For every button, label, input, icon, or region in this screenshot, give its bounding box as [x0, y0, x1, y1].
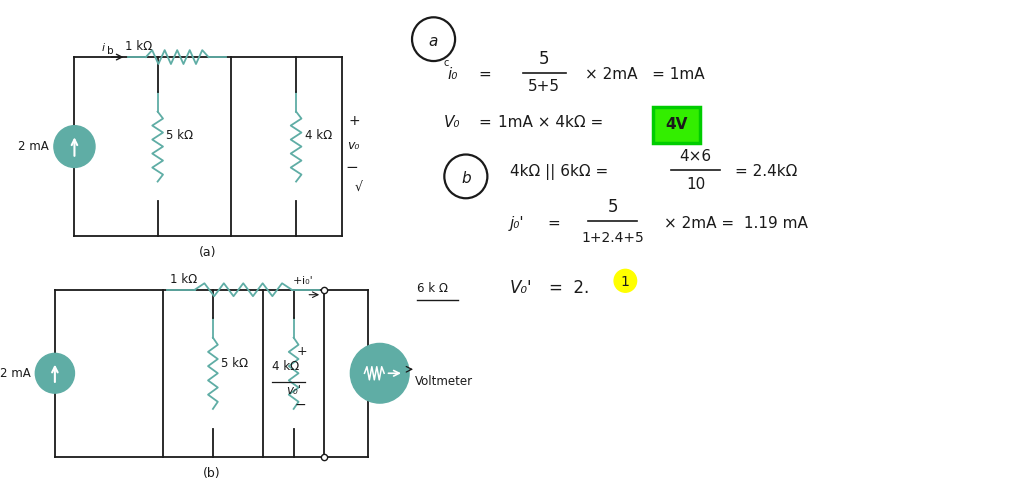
Text: 4×6: 4×6 — [680, 149, 712, 164]
Text: 4kΩ || 6kΩ =: 4kΩ || 6kΩ = — [510, 164, 608, 181]
Text: 2 mA: 2 mA — [18, 140, 49, 153]
Text: × 2mA   = 1mA: × 2mA = 1mA — [586, 67, 705, 82]
Text: 6 k Ω: 6 k Ω — [417, 282, 447, 295]
Text: 4 kΩ: 4 kΩ — [272, 360, 299, 373]
Text: j₀': j₀' — [510, 216, 524, 231]
Circle shape — [614, 269, 637, 292]
Text: 1: 1 — [621, 275, 630, 289]
Text: 10: 10 — [686, 177, 706, 192]
Text: Voltmeter: Voltmeter — [415, 375, 473, 388]
Text: −: − — [295, 398, 306, 412]
Text: 4 kΩ: 4 kΩ — [305, 129, 332, 142]
Text: × 2mA =  1.19 mA: × 2mA = 1.19 mA — [664, 216, 807, 231]
Text: 5: 5 — [539, 50, 550, 68]
Text: 1 kΩ: 1 kΩ — [170, 273, 198, 286]
Text: =: = — [547, 216, 560, 231]
Text: c: c — [443, 58, 449, 68]
Text: V₀': V₀' — [510, 279, 532, 297]
Circle shape — [350, 344, 410, 403]
FancyBboxPatch shape — [652, 107, 699, 142]
Text: +: + — [297, 346, 307, 358]
Text: (b): (b) — [203, 467, 220, 480]
Text: V₀: V₀ — [443, 115, 460, 130]
Text: 1mA × 4kΩ =: 1mA × 4kΩ = — [498, 115, 603, 130]
Text: b: b — [106, 46, 114, 56]
Text: v₀: v₀ — [347, 139, 359, 152]
Text: =: = — [478, 67, 492, 82]
Circle shape — [54, 126, 95, 167]
Text: 5 kΩ: 5 kΩ — [221, 357, 248, 370]
Circle shape — [35, 353, 75, 393]
Text: 1+2.4+5: 1+2.4+5 — [582, 231, 644, 245]
Text: 5 kΩ: 5 kΩ — [167, 129, 194, 142]
Text: a: a — [429, 34, 438, 49]
Text: 1 kΩ: 1 kΩ — [125, 40, 153, 53]
Text: b: b — [461, 171, 471, 186]
Text: 5: 5 — [607, 198, 617, 216]
Text: +: + — [293, 276, 302, 286]
Text: =: = — [478, 115, 492, 130]
Text: v₀': v₀' — [286, 384, 301, 397]
Text: √: √ — [354, 180, 362, 193]
Text: = 2.4kΩ: = 2.4kΩ — [735, 164, 798, 180]
Text: 4V: 4V — [665, 117, 687, 132]
Text: −: − — [345, 161, 358, 175]
Text: i: i — [101, 43, 105, 53]
Text: 2 mA: 2 mA — [0, 367, 31, 380]
Text: 5+5: 5+5 — [528, 79, 560, 94]
Text: =  2.: = 2. — [549, 279, 589, 297]
Text: (a): (a) — [200, 246, 217, 259]
Text: +: + — [348, 114, 360, 128]
Text: i₀: i₀ — [447, 67, 458, 82]
Text: i₀': i₀' — [302, 276, 313, 286]
